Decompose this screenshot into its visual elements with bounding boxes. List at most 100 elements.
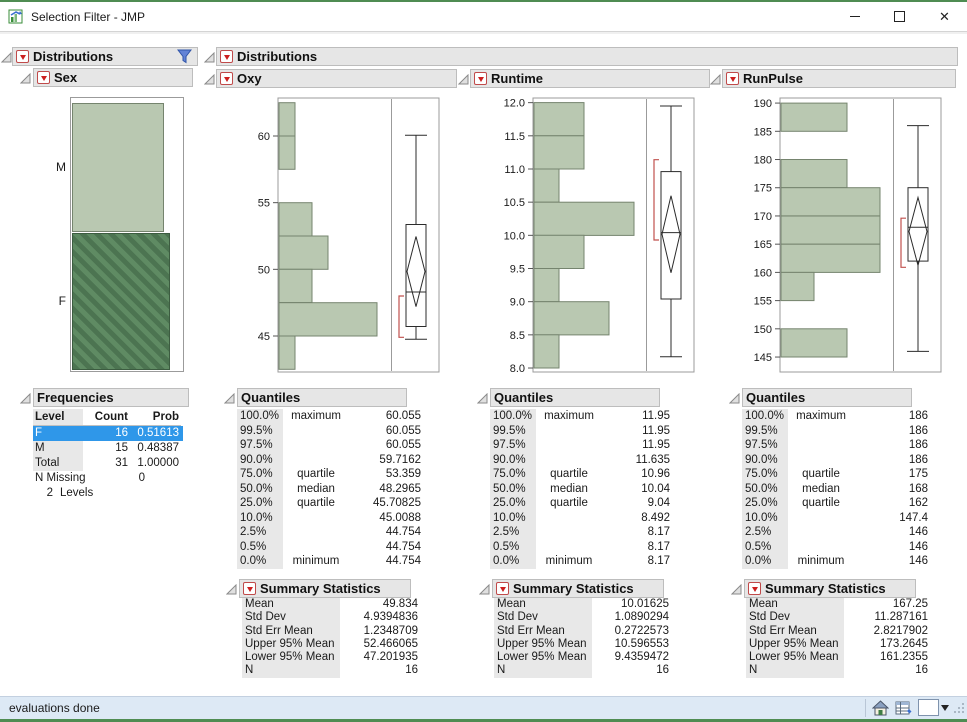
disclosure-icon[interactable] [19, 71, 31, 84]
axis-tick-label: 165 [754, 239, 772, 251]
histogram-bar[interactable] [533, 168, 560, 203]
red-triangle-menu-icon[interactable] [243, 582, 256, 595]
frequency-row-F[interactable]: F 16 0.51613 [33, 426, 183, 441]
frequency-row-Total[interactable]: Total 31 1.00000 [33, 456, 179, 471]
quantiles-row: 0.5% 44.754 [237, 539, 423, 554]
axis-tick-label: 10.5 [504, 197, 525, 209]
histogram-bar[interactable] [533, 301, 610, 336]
quantiles-row: 75.0% quartile 10.96 [490, 467, 672, 482]
disclosure-icon[interactable] [709, 72, 721, 85]
red-triangle-menu-icon[interactable] [474, 72, 487, 85]
histogram-bar[interactable] [278, 202, 313, 237]
maximize-icon [894, 11, 905, 22]
histogram-bar[interactable] [533, 234, 585, 270]
window-bottom-border [0, 719, 967, 722]
runpulse-summary-table: Mean 167.25 Std Dev 11.287161 Std Err Mean 2.… [746, 598, 930, 678]
levels-row: 2 Levels [46, 487, 94, 499]
disclosure-icon[interactable] [476, 391, 488, 404]
histogram-bar[interactable] [278, 102, 296, 137]
histogram-bar[interactable] [780, 102, 848, 132]
red-triangle-menu-icon[interactable] [16, 50, 29, 63]
boxplot-box[interactable] [405, 224, 427, 327]
sex-bar-M[interactable] [72, 103, 164, 232]
summary-row: N 16 [746, 664, 930, 678]
disclosure-icon[interactable] [0, 50, 12, 63]
titlebar-separator [0, 31, 967, 32]
quantiles-row: 90.0% 186 [742, 452, 930, 467]
quantiles-row: 99.5% 11.95 [490, 423, 672, 438]
histogram-bar[interactable] [780, 243, 881, 273]
disclosure-icon[interactable] [19, 391, 31, 404]
close-button[interactable]: ✕ [922, 2, 967, 31]
status-text: evaluations done [9, 701, 100, 715]
sex-bar-F[interactable] [72, 233, 170, 370]
Oxy-plot-svg: 60 55 50 45 [258, 97, 440, 373]
oxy-quantiles-header: Quantiles [237, 388, 407, 407]
histogram-bar[interactable] [533, 102, 585, 137]
runpulse-summary-header: Summary Statistics [744, 579, 916, 598]
disclosure-icon[interactable] [730, 582, 742, 595]
histogram-bar[interactable] [278, 235, 329, 270]
runpulse-quantiles-table: 100.0% maximum 186 99.5% 186 97.5% 186 90.0% 186… [742, 409, 930, 569]
histogram-bar[interactable] [780, 215, 881, 245]
app-icon [8, 9, 23, 23]
histogram-bar[interactable] [278, 302, 378, 337]
histogram-bar[interactable] [278, 335, 296, 370]
oxy-summary-table: Mean 49.834 Std Dev 4.9394836 Std Err Mean 1.… [242, 598, 420, 678]
home-icon[interactable] [872, 700, 889, 716]
histogram-bar[interactable] [533, 334, 560, 369]
window-color-swatch[interactable] [918, 699, 939, 716]
data-table-icon[interactable] [895, 700, 913, 716]
summary-row: Lower 95% Mean 161.2355 [746, 651, 930, 665]
histogram-bar[interactable] [780, 187, 881, 217]
histogram-bar[interactable] [278, 135, 296, 170]
mean-diamond [406, 236, 426, 307]
resize-grip[interactable] [952, 701, 966, 715]
summary-row: N 16 [242, 664, 420, 678]
window-top-border [0, 0, 967, 2]
runtime-histogram-boxplot: 12.0 11.5 11.0 10.5 10.0 9.5 9.0 8.5 8.0 [491, 97, 695, 375]
histogram-bar[interactable] [533, 268, 560, 303]
red-triangle-menu-icon[interactable] [37, 71, 50, 84]
disclosure-icon[interactable] [203, 72, 215, 85]
red-triangle-menu-icon[interactable] [220, 72, 233, 85]
histogram-bar[interactable] [533, 201, 635, 236]
disclosure-icon[interactable] [457, 72, 469, 85]
runpulse-quantiles-header: Quantiles [742, 388, 912, 407]
disclosure-icon[interactable] [225, 582, 237, 595]
disclosure-icon[interactable] [728, 391, 740, 404]
frequencies-header: Frequencies [33, 388, 189, 407]
runtime-summary-header: Summary Statistics [492, 579, 664, 598]
histogram-bar[interactable] [533, 135, 585, 170]
maximize-button[interactable] [877, 2, 922, 31]
boxplot-box[interactable] [660, 171, 682, 300]
red-triangle-menu-icon[interactable] [748, 582, 761, 595]
title-bar[interactable]: Selection Filter - JMP [0, 2, 967, 31]
red-triangle-menu-icon[interactable] [220, 50, 233, 63]
runtime-summary-table: Mean 10.01625 Std Dev 1.0890294 Std Err Mean… [494, 598, 671, 678]
histogram-bar[interactable] [780, 271, 815, 302]
filter-funnel-icon[interactable] [177, 49, 192, 64]
quantiles-row: 99.5% 60.055 [237, 423, 423, 438]
runtime-quantiles-header: Quantiles [490, 388, 660, 407]
summary-row: Mean 167.25 [746, 598, 930, 612]
minimize-button[interactable] [832, 2, 877, 31]
histogram-bar[interactable] [278, 268, 313, 304]
window-list-dropdown-icon[interactable] [941, 705, 949, 715]
sex-title: Sex [54, 70, 78, 85]
disclosure-icon[interactable] [478, 582, 490, 595]
quantiles-row: 0.0% minimum 146 [742, 554, 930, 569]
red-triangle-menu-icon[interactable] [726, 72, 739, 85]
axis-tick-label: 155 [754, 296, 772, 308]
histogram-bar[interactable] [780, 159, 848, 189]
window-title: Selection Filter - JMP [31, 9, 146, 24]
disclosure-icon[interactable] [223, 391, 235, 404]
quantiles-row: 75.0% quartile 175 [742, 467, 930, 482]
axis-tick-label: 9.5 [510, 264, 525, 276]
frequency-row-M[interactable]: M 15 0.48387 [33, 441, 179, 456]
histogram-bar[interactable] [780, 328, 848, 358]
red-triangle-menu-icon[interactable] [496, 582, 509, 595]
minimize-icon [849, 16, 860, 17]
disclosure-icon[interactable] [203, 50, 215, 63]
boxplot-box[interactable] [907, 187, 929, 262]
